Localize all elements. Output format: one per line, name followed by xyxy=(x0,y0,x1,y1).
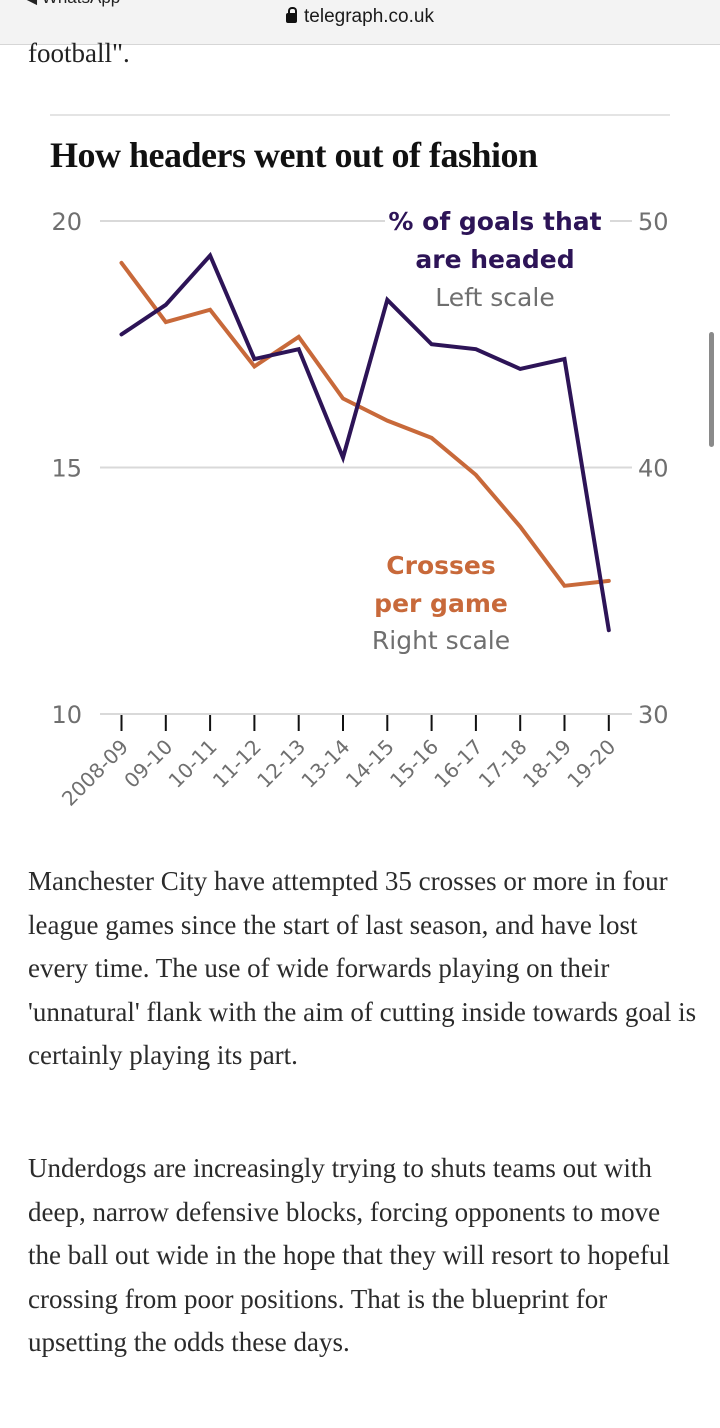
series-line-crosses xyxy=(119,260,611,588)
x-axis-category-label: 15-16 xyxy=(385,735,443,793)
article-paragraph: Underdogs are increasingly trying to shu… xyxy=(28,1153,670,1357)
right-axis-tick-label: 50 xyxy=(638,208,669,236)
right-axis-tick-label: 40 xyxy=(638,455,669,483)
back-to-app-link[interactable]: ◀ WhatsApp xyxy=(24,0,120,8)
axis-ticks xyxy=(120,715,610,731)
right-axis-tick-label: 30 xyxy=(638,701,669,729)
url-display[interactable]: telegraph.co.uk xyxy=(0,6,720,28)
x-axis-category-label: 11-12 xyxy=(208,735,266,793)
series-line-headed xyxy=(119,251,611,633)
legend-headed-line2: are headed xyxy=(415,245,574,274)
x-axis-category-label: 17-18 xyxy=(474,735,532,793)
legend-headed-line1: % of goals that xyxy=(388,207,601,236)
lock-icon xyxy=(286,7,298,23)
article-paragraph: Manchester City have attempted 35 crosse… xyxy=(28,866,697,1070)
x-axis-category-label: 16-17 xyxy=(429,735,487,793)
x-axis-category-label: 13-14 xyxy=(296,735,354,793)
x-axis-category-label: 12-13 xyxy=(252,735,310,793)
x-axis-category-label: 10-11 xyxy=(164,735,222,793)
chart-title: How headers went out of fashion xyxy=(50,135,538,175)
x-axis-category-label: 18-19 xyxy=(518,735,576,793)
x-axis-category-label: 19-20 xyxy=(562,735,620,793)
x-axis-category-label: 14-15 xyxy=(341,735,399,793)
left-axis-tick-label: 20 xyxy=(51,208,82,236)
left-axis-tick-label: 10 xyxy=(51,701,82,729)
legend-crosses-scale: Right scale xyxy=(372,626,510,655)
gridlines xyxy=(100,220,632,715)
url-text: telegraph.co.uk xyxy=(304,6,434,27)
article-text-fragment: football". xyxy=(28,38,130,68)
legend-crosses-line2: per game xyxy=(374,589,508,618)
section-divider xyxy=(50,114,670,116)
legend-crosses-line1: Crosses xyxy=(386,551,495,580)
browser-address-bar[interactable]: ◀ WhatsApp telegraph.co.uk xyxy=(0,0,720,45)
legend-headed-scale: Left scale xyxy=(435,283,554,312)
series-lines xyxy=(119,251,611,633)
page-scrollbar[interactable] xyxy=(709,332,714,447)
left-axis-tick-label: 15 xyxy=(51,455,82,483)
x-axis-category-label: 09-10 xyxy=(119,735,177,793)
